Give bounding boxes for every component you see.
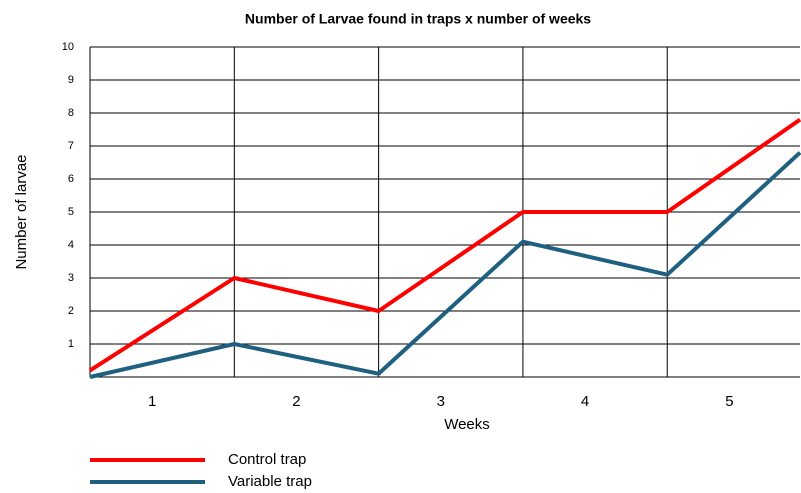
y-tick-label: 8 xyxy=(68,107,74,119)
legend-label: Control trap xyxy=(228,451,306,468)
chart-title: Number of Larvae found in traps x number… xyxy=(245,11,591,27)
x-tick-label: 3 xyxy=(437,393,445,410)
y-tick-label: 6 xyxy=(68,173,74,185)
data-line xyxy=(88,117,801,373)
x-tick-label: 4 xyxy=(581,393,589,410)
y-tick-label: 10 xyxy=(62,41,74,53)
y-tick-label: 1 xyxy=(68,338,74,350)
y-tick-label: 5 xyxy=(68,206,74,218)
y-tick-label: 3 xyxy=(68,272,74,284)
y-tick-label: 9 xyxy=(68,74,74,86)
x-tick-label: 2 xyxy=(292,393,300,410)
x-tick-label: 5 xyxy=(725,393,733,410)
y-tick-label: 2 xyxy=(68,305,74,317)
y-axis-label: Number of larvae xyxy=(13,154,30,269)
x-axis-label: Weeks xyxy=(444,416,490,433)
y-tick-label: 7 xyxy=(68,140,74,152)
data-line xyxy=(89,151,801,379)
x-tick-label: 1 xyxy=(148,393,156,410)
y-tick-label: 4 xyxy=(68,239,74,251)
legend-label: Variable trap xyxy=(228,473,312,490)
